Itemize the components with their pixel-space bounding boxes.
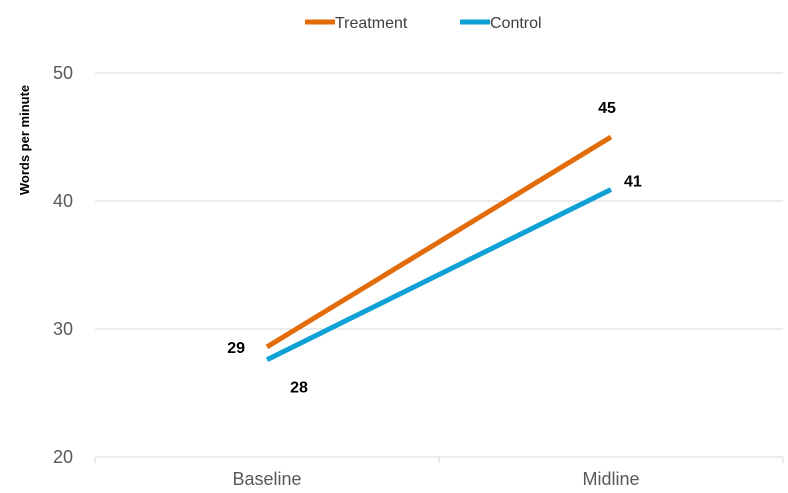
series-line-treatment <box>265 134 613 350</box>
legend: Treatment Control <box>305 15 542 32</box>
data-label-control: 28 <box>290 380 308 397</box>
series-lines <box>265 134 613 362</box>
x-tick-label: Baseline <box>232 469 301 489</box>
y-axis-ticks: 20 30 40 50 <box>53 63 73 467</box>
x-tick-label: Midline <box>582 469 639 489</box>
legend-label-treatment: Treatment <box>335 15 408 32</box>
y-axis-label: Words per minute <box>17 85 32 195</box>
data-label-control: 41 <box>624 173 642 190</box>
gridlines <box>95 72 783 458</box>
data-labels: 29 45 28 41 <box>227 100 642 397</box>
data-label-treatment: 45 <box>598 100 616 117</box>
y-tick-label: 40 <box>53 191 73 211</box>
y-tick-label: 50 <box>53 63 73 83</box>
y-tick-label: 20 <box>53 447 73 467</box>
data-label-treatment: 29 <box>227 340 245 357</box>
x-axis: Baseline Midline <box>94 457 784 489</box>
series-line-control <box>265 187 613 362</box>
legend-label-control: Control <box>490 15 542 32</box>
y-tick-label: 30 <box>53 319 73 339</box>
